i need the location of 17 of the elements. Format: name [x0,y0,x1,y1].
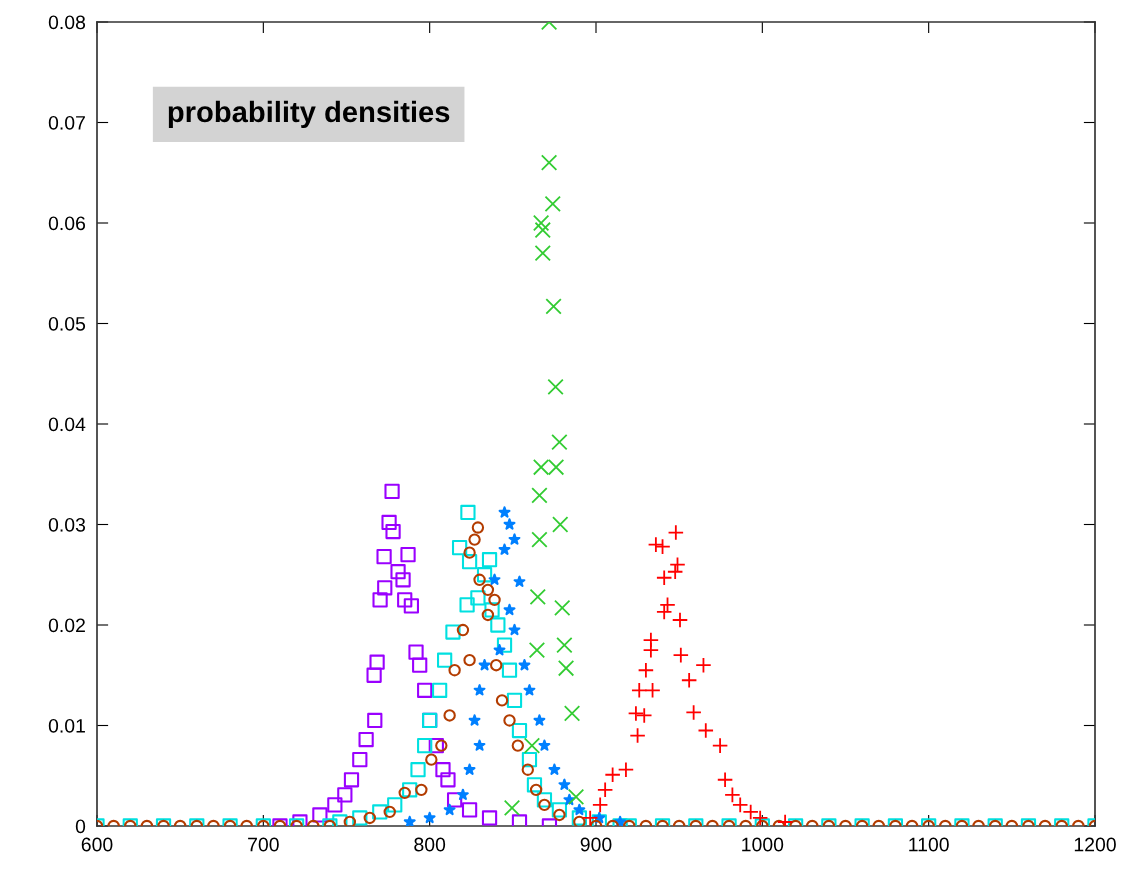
x-tick-label: 900 [580,837,612,852]
x-tick-label: 1200 [1074,837,1116,852]
annotation: probability densities [168,100,450,129]
y-tick-label: 0.01 [48,718,85,733]
y-tick-label: 0.08 [48,15,86,30]
x-tick-label: 1100 [909,837,949,852]
y-tick-label: 0.03 [48,517,86,532]
x-tick-label: 800 [414,837,446,852]
y-tick-label: 0.02 [48,618,85,633]
y-tick-label: 0.06 [48,216,86,231]
y-tick-label: 0 [75,819,86,834]
x-tick-label: 1000 [742,837,784,852]
y-tick-label: 0.04 [48,417,86,432]
y-tick-label: 0.05 [48,316,86,331]
x-tick-label: 600 [81,837,113,852]
y-tick-label: 0.07 [48,115,85,130]
x-tick-label: 700 [248,837,279,852]
